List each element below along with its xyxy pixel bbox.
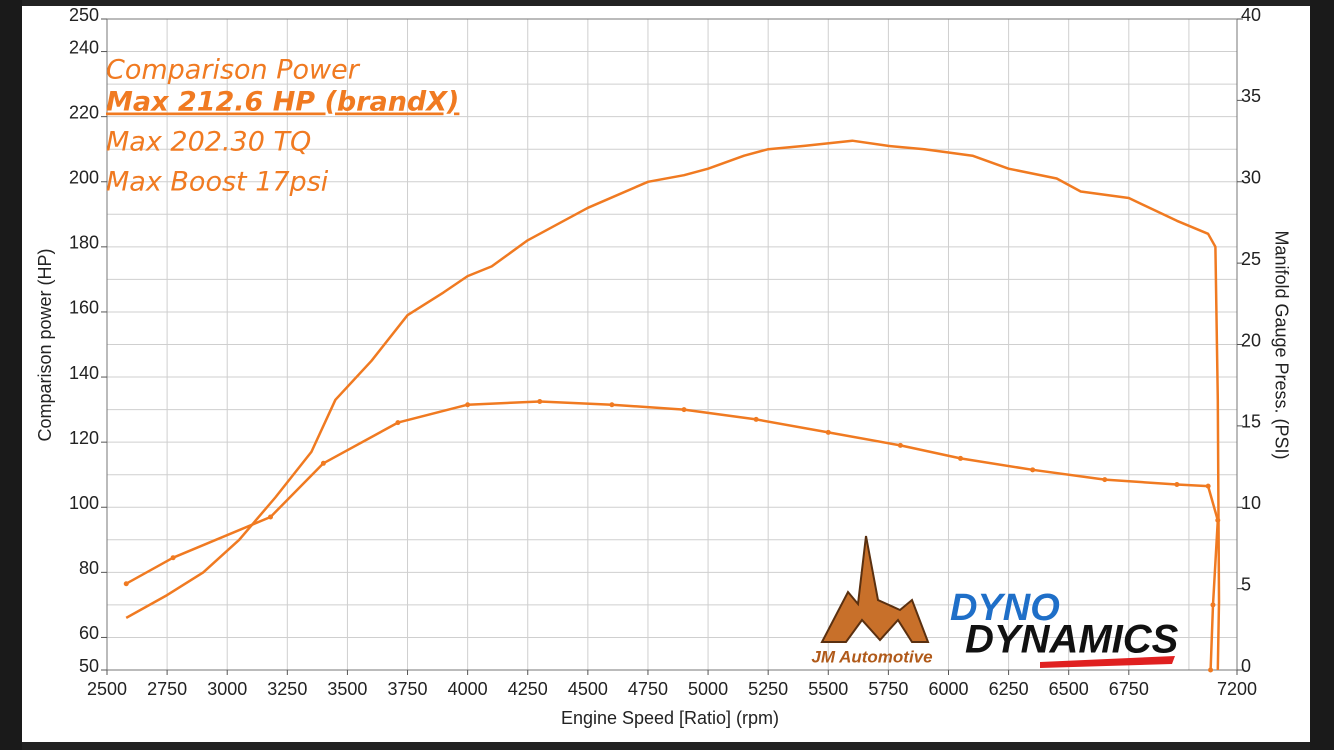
x-tick-label: 4500 bbox=[568, 679, 608, 699]
point bbox=[1205, 483, 1211, 489]
y2-tick-label: 25 bbox=[1241, 249, 1261, 269]
point bbox=[681, 407, 687, 413]
logo-text: DYNO bbox=[950, 587, 1060, 629]
x-tick-label: 2750 bbox=[147, 679, 187, 699]
point bbox=[1208, 667, 1214, 673]
annotation: Max 202.30 TQ bbox=[106, 127, 311, 158]
point bbox=[465, 402, 471, 408]
y-axis-label: Comparison power (HP) bbox=[35, 248, 55, 441]
y2-tick-label: 0 bbox=[1241, 656, 1251, 676]
y2-tick-label: 15 bbox=[1241, 412, 1261, 432]
y-tick-label: 240 bbox=[69, 37, 99, 57]
annotation: Comparison Power bbox=[106, 55, 361, 86]
y-tick-label: 100 bbox=[69, 493, 99, 513]
x-tick-label: 4000 bbox=[448, 679, 488, 699]
top-bar bbox=[22, 0, 1310, 6]
y2-tick-label: 10 bbox=[1241, 493, 1261, 513]
point bbox=[1215, 517, 1221, 523]
x-tick-label: 5500 bbox=[808, 679, 848, 699]
point bbox=[1210, 602, 1216, 608]
x-tick-label: 3000 bbox=[207, 679, 247, 699]
x-tick-label: 6500 bbox=[1049, 679, 1089, 699]
point bbox=[753, 416, 759, 422]
point bbox=[267, 514, 273, 520]
point bbox=[825, 429, 831, 435]
x-tick-label: 5000 bbox=[688, 679, 728, 699]
point bbox=[537, 398, 543, 404]
y2-tick-label: 5 bbox=[1241, 574, 1251, 594]
point bbox=[395, 420, 401, 426]
point bbox=[170, 555, 176, 561]
x-tick-label: 4250 bbox=[508, 679, 548, 699]
y-tick-label: 180 bbox=[69, 233, 99, 253]
annotation: Max Boost 17psi bbox=[106, 167, 329, 198]
y2-axis-label: Manifold Gauge Press. (PSI) bbox=[1271, 230, 1291, 459]
logo-swoosh bbox=[1040, 656, 1175, 668]
logo-text: JM Automotive bbox=[811, 647, 932, 666]
point bbox=[1030, 467, 1036, 473]
x-tick-label: 5250 bbox=[748, 679, 788, 699]
x-tick-label: 7200 bbox=[1217, 679, 1257, 699]
jm-logo-shape bbox=[820, 535, 930, 643]
x-tick-label: 6000 bbox=[928, 679, 968, 699]
point bbox=[609, 402, 615, 408]
y-tick-label: 80 bbox=[79, 558, 99, 578]
logo-text: DYNAMICS bbox=[965, 618, 1179, 662]
x-tick-label: 3750 bbox=[388, 679, 428, 699]
y-tick-label: 60 bbox=[79, 623, 99, 643]
y-tick-label: 200 bbox=[69, 168, 99, 188]
y2-tick-label: 35 bbox=[1241, 86, 1261, 106]
point bbox=[897, 442, 903, 448]
point bbox=[958, 455, 964, 461]
x-tick-label: 6750 bbox=[1109, 679, 1149, 699]
y2-tick-label: 20 bbox=[1241, 330, 1261, 350]
chart-panel bbox=[22, 0, 1310, 744]
x-tick-label: 6250 bbox=[989, 679, 1029, 699]
series-line bbox=[125, 139, 1221, 671]
y-tick-label: 160 bbox=[69, 298, 99, 318]
annotation: Max 212.6 HP (brandX) bbox=[106, 87, 459, 118]
y-tick-label: 220 bbox=[69, 102, 99, 122]
x-tick-label: 2500 bbox=[87, 679, 127, 699]
y-tick-label: 120 bbox=[69, 428, 99, 448]
grid bbox=[107, 19, 1237, 670]
point bbox=[320, 460, 326, 466]
x-axis-label: Engine Speed [Ratio] (rpm) bbox=[561, 708, 779, 728]
x-tick-label: 3500 bbox=[327, 679, 367, 699]
x-tick-label: 4750 bbox=[628, 679, 668, 699]
x-tick-label: 5750 bbox=[868, 679, 908, 699]
point bbox=[123, 581, 129, 587]
y-tick-label: 140 bbox=[69, 363, 99, 383]
bottom-bar bbox=[22, 742, 1310, 750]
point bbox=[1174, 481, 1180, 487]
x-tick-label: 3250 bbox=[267, 679, 307, 699]
series-line bbox=[125, 400, 1220, 671]
y-tick-label: 50 bbox=[79, 656, 99, 676]
y-tick-label: 250 bbox=[69, 5, 99, 25]
jm-logo: JM Automotive bbox=[811, 535, 933, 666]
point bbox=[1102, 477, 1108, 483]
y2-tick-label: 30 bbox=[1241, 168, 1261, 188]
y2-tick-label: 40 bbox=[1241, 5, 1261, 25]
